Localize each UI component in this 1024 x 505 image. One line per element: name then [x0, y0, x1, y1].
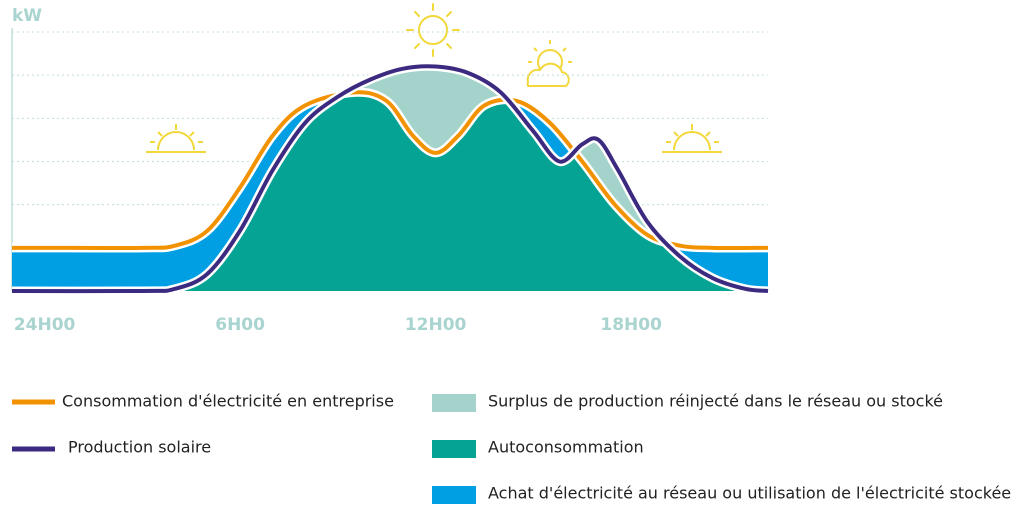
x-tick-label: 18H00	[600, 315, 662, 335]
legend-swatch	[432, 486, 476, 504]
legend: Consommation d'électricité en entreprise…	[12, 392, 1011, 504]
line	[12, 90, 769, 250]
sun-icons	[146, 3, 722, 153]
y-axis-label: kW	[12, 6, 42, 26]
x-tick-label: 6H00	[215, 315, 265, 335]
legend-label: Autoconsommation	[488, 438, 644, 457]
legend-swatch	[432, 394, 476, 412]
legend-label: Production solaire	[68, 438, 211, 457]
line	[11, 64, 769, 294]
self-consumption-area	[12, 92, 768, 291]
legend-swatch	[432, 440, 476, 458]
x-tick-label: 24H00	[14, 315, 76, 335]
legend-label: Achat d'électricité au réseau ou utilisa…	[488, 484, 1011, 503]
x-tick-label: 12H00	[405, 315, 467, 335]
legend-label: Consommation d'électricité en entreprise	[62, 392, 394, 411]
legend-label: Surplus de production réinjecté dans le …	[488, 392, 943, 411]
